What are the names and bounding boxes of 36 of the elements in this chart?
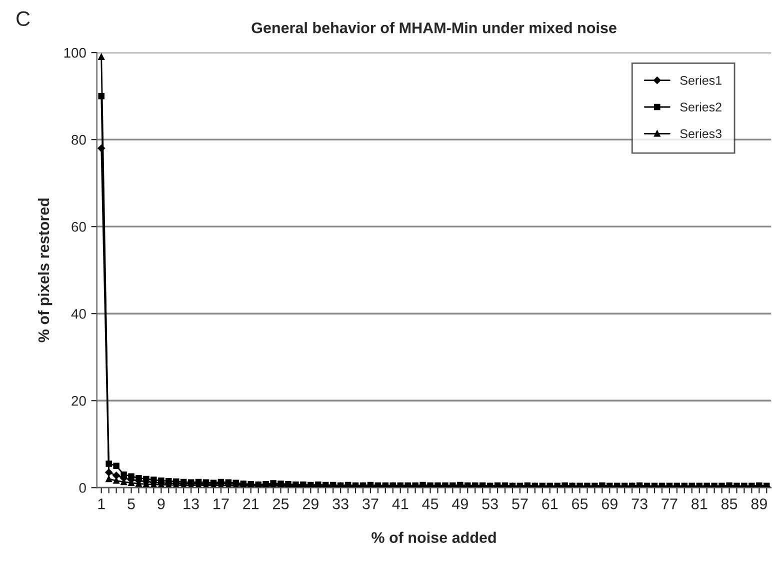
x-tick-label: 13 [184, 498, 199, 510]
x-tick-label: 5 [128, 498, 135, 510]
x-tick-label: 25 [273, 498, 289, 510]
y-tick-label: 40 [71, 308, 86, 319]
x-tick-label: 9 [158, 498, 165, 510]
chart-title: General behavior of MHAM-Min under mixed noise [252, 22, 616, 34]
legend-label: Series2 [680, 102, 722, 112]
x-tick-label: 17 [214, 498, 229, 510]
x-tick-label: 61 [542, 498, 558, 510]
x-tick-label: 77 [662, 498, 678, 510]
y-tick-label: 80 [72, 134, 86, 145]
y-tick-label: 60 [72, 222, 86, 232]
legend-label: Series1 [680, 76, 722, 85]
x-tick-label: 73 [632, 498, 648, 510]
x-tick-label: 85 [721, 498, 738, 510]
x-tick-label: 21 [243, 498, 259, 510]
x-tick-label: 41 [392, 498, 408, 510]
x-tick-label: 33 [332, 498, 348, 510]
x-axis-title: % of noise added [372, 532, 496, 543]
x-tick-label: 57 [512, 498, 528, 510]
x-tick-label: 37 [362, 498, 378, 510]
x-tick-label: 29 [302, 498, 318, 510]
x-tick-label: 49 [452, 498, 468, 510]
x-tick-label: 89 [751, 498, 767, 510]
x-tick-label: 53 [482, 498, 498, 510]
y-axis-title: % of pixels restored [38, 198, 52, 342]
x-tick-label: 65 [572, 498, 588, 510]
x-tick-label: 1 [98, 498, 105, 510]
x-tick-label: 45 [422, 498, 438, 510]
legend-label: Series3 [680, 128, 722, 138]
y-tick-label: 0 [79, 482, 86, 493]
y-tick-label: 20 [72, 396, 86, 406]
x-tick-label: 81 [692, 498, 708, 510]
x-tick-label: 69 [602, 498, 618, 510]
y-tick-label: 100 [64, 48, 86, 58]
text: C [16, 11, 30, 26]
